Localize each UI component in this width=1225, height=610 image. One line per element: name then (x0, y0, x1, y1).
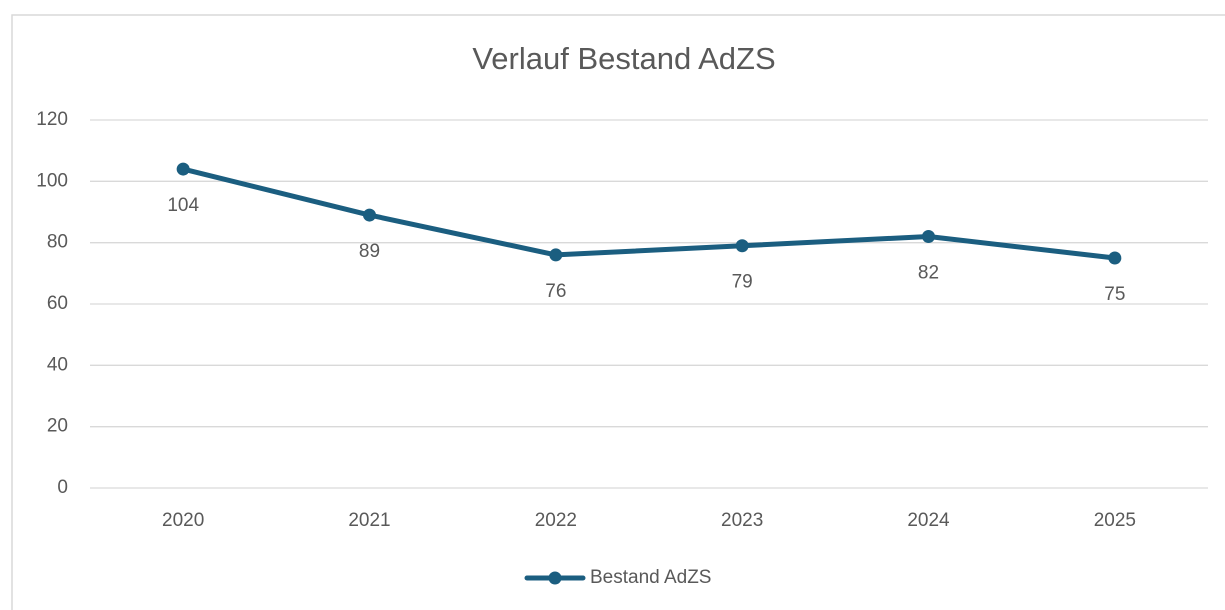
chart-title: Verlauf Bestand AdZS (472, 41, 775, 76)
data-label: 75 (1104, 284, 1125, 305)
x-tick-label: 2025 (1094, 510, 1136, 531)
y-tick-label: 60 (47, 293, 68, 314)
legend-marker (548, 571, 562, 585)
data-point (922, 230, 935, 244)
series-line (180, 166, 1118, 261)
data-label: 79 (732, 272, 753, 293)
x-tick-label: 2022 (535, 510, 577, 531)
data-point (1108, 251, 1122, 265)
x-tick-label: 2020 (162, 510, 204, 531)
data-point (549, 248, 563, 262)
y-tick-label: 20 (47, 416, 68, 437)
y-tick-label: 0 (57, 477, 68, 498)
data-label: 82 (918, 263, 939, 284)
legend-label: Bestand AdZS (590, 567, 711, 588)
x-tick-label: 2023 (721, 510, 763, 531)
y-tick-label: 80 (47, 232, 68, 253)
chart-frame (11, 14, 1225, 610)
y-tick-label: 40 (47, 354, 68, 375)
data-label: 76 (545, 281, 566, 302)
x-tick-label: 2024 (907, 510, 950, 531)
data-point (735, 239, 749, 253)
x-tick-label: 2021 (348, 510, 390, 531)
y-tick-label: 100 (36, 170, 68, 191)
y-tick-label: 120 (36, 109, 68, 130)
data-point (176, 162, 190, 176)
data-label: 104 (167, 195, 199, 216)
data-label: 89 (359, 241, 380, 262)
data-point (363, 208, 376, 222)
